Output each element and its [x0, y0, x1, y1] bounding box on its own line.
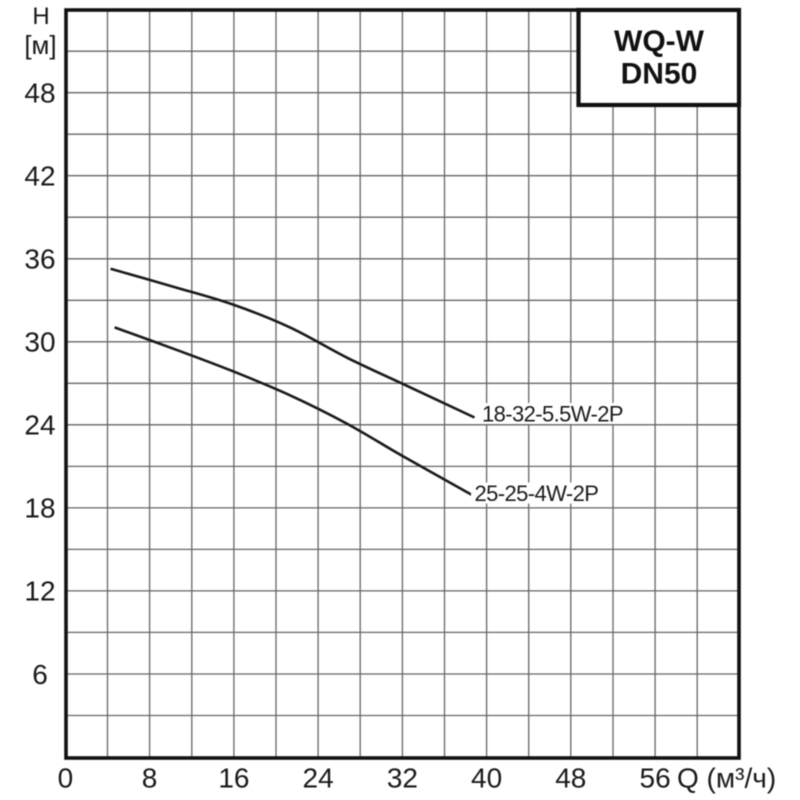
svg-text:25-25-4W-2P: 25-25-4W-2P: [475, 481, 599, 506]
svg-text:30: 30: [24, 327, 55, 358]
svg-text:32: 32: [387, 763, 418, 794]
svg-text:16: 16: [218, 763, 249, 794]
svg-text:18: 18: [24, 493, 55, 524]
svg-text:48: 48: [24, 78, 55, 109]
svg-text:[м]: [м]: [24, 30, 56, 60]
svg-text:H: H: [32, 3, 49, 30]
svg-text:WQ-W: WQ-W: [614, 25, 705, 58]
svg-text:42: 42: [24, 161, 55, 192]
svg-text:24: 24: [24, 410, 55, 441]
svg-text:Q (м³/ч): Q (м³/ч): [677, 763, 776, 794]
svg-text:12: 12: [24, 576, 55, 607]
svg-text:56: 56: [640, 763, 671, 794]
svg-text:8: 8: [142, 763, 158, 794]
svg-text:DN50: DN50: [621, 58, 698, 91]
svg-text:36: 36: [24, 244, 55, 275]
svg-text:24: 24: [303, 763, 334, 794]
svg-text:18-32-5.5W-2P: 18-32-5.5W-2P: [482, 402, 623, 427]
svg-text:48: 48: [555, 763, 586, 794]
svg-text:0: 0: [58, 763, 74, 794]
svg-text:6: 6: [32, 659, 48, 690]
svg-text:40: 40: [471, 763, 502, 794]
